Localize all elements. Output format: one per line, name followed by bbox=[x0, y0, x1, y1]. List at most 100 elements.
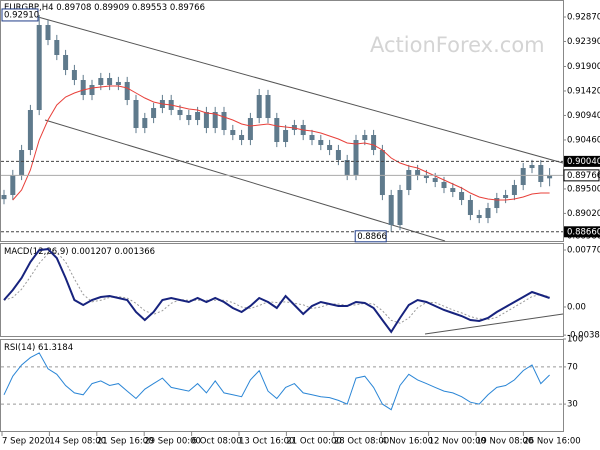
x-tick-label: 29 Sep 00:00 bbox=[144, 437, 201, 447]
rsi-panel bbox=[0, 339, 564, 432]
candle-body bbox=[415, 170, 421, 176]
candle-body bbox=[485, 208, 491, 219]
candle-body bbox=[230, 130, 236, 136]
candle-body bbox=[36, 25, 42, 111]
ohlc-open: 0.89708 bbox=[56, 3, 91, 13]
price-tick-label: 0.90940 bbox=[567, 111, 600, 121]
candle-body bbox=[335, 150, 341, 161]
candle-body bbox=[71, 70, 77, 81]
candle-body bbox=[388, 195, 394, 226]
macd-panel bbox=[0, 243, 564, 337]
candle-body bbox=[247, 118, 253, 141]
last-price-tag bbox=[563, 169, 600, 182]
symbol: EURGBP,H4 bbox=[4, 3, 54, 13]
candle-body bbox=[520, 168, 526, 186]
x-tick-label: 21 Sep 16:00 bbox=[97, 437, 154, 447]
candle-body bbox=[221, 111, 227, 131]
candle-body bbox=[318, 140, 324, 146]
macd-tick-label: 0.007704 bbox=[567, 245, 600, 255]
rsi-tick-label: 70 bbox=[567, 362, 578, 372]
candle-body bbox=[467, 200, 473, 216]
price-line-label: 0.90040 bbox=[567, 157, 600, 167]
x-tick-label: 14 Sep 08:00 bbox=[49, 437, 106, 447]
candle-body bbox=[19, 150, 25, 176]
candle-body bbox=[459, 191, 465, 201]
candle-body bbox=[538, 165, 544, 182]
candle-body bbox=[133, 100, 139, 129]
candle-body bbox=[362, 135, 368, 141]
x-tick-label: 26 Nov 16:00 bbox=[523, 437, 580, 447]
candle-body bbox=[379, 150, 385, 196]
last-price-label: 0.89766 bbox=[567, 171, 600, 181]
candle-body bbox=[476, 215, 482, 219]
candle-body bbox=[344, 160, 350, 176]
candle-body bbox=[54, 40, 60, 56]
rsi-line bbox=[3, 352, 550, 411]
candle-body bbox=[212, 111, 218, 129]
channel-upper bbox=[37, 16, 564, 164]
price-tick-label: 0.90460 bbox=[567, 135, 600, 145]
x-tick-label: 13 Oct 16:00 bbox=[239, 437, 294, 447]
signal-value: 0.001366 bbox=[115, 247, 156, 257]
watermark: ActionForex.com bbox=[370, 33, 545, 57]
moving-average bbox=[12, 85, 550, 201]
x-tick-label: 21 Oct 00:00 bbox=[286, 437, 341, 447]
candle-body bbox=[195, 111, 201, 121]
candle-body bbox=[186, 115, 192, 121]
candle-body bbox=[142, 118, 148, 129]
candle-body bbox=[203, 111, 209, 129]
candle-body bbox=[503, 195, 509, 199]
x-tick-label: 4 Nov 16:00 bbox=[381, 437, 433, 447]
price-tick-label: 0.92870 bbox=[567, 12, 600, 22]
low-annotation: 0.8866 bbox=[357, 232, 387, 242]
candle-body bbox=[511, 185, 517, 196]
candle-body bbox=[423, 175, 429, 179]
price-line-tag bbox=[564, 155, 600, 167]
candle-body bbox=[151, 108, 157, 119]
macd-line bbox=[3, 248, 550, 334]
candle-body bbox=[89, 85, 95, 96]
channel-lower bbox=[44, 119, 446, 242]
candle-body bbox=[1, 195, 7, 200]
macd-value: 0.001207 bbox=[71, 247, 112, 257]
price-line-tag bbox=[564, 226, 600, 238]
price-tick-label: 0.92390 bbox=[567, 37, 600, 47]
macd-signal bbox=[3, 251, 550, 324]
candle-body bbox=[309, 135, 315, 141]
candle-body bbox=[274, 118, 280, 142]
candle-body bbox=[397, 190, 403, 226]
candle-body bbox=[256, 95, 262, 119]
candle-body bbox=[45, 25, 51, 41]
x-tick-label: 7 Sep 2020 bbox=[2, 437, 50, 447]
price-tick-label: 0.89500 bbox=[567, 184, 600, 194]
candle-body bbox=[124, 81, 130, 101]
candle-body bbox=[494, 198, 500, 209]
candle-body bbox=[432, 178, 438, 182]
price-tick-label: 0.89020 bbox=[567, 209, 600, 219]
candle-body bbox=[27, 110, 33, 151]
ohlc-low: 0.89553 bbox=[132, 3, 167, 13]
high-annotation: 0.92910 bbox=[4, 10, 39, 20]
candle-body bbox=[441, 181, 447, 189]
candle-body bbox=[265, 95, 271, 119]
macd-trendline bbox=[424, 313, 564, 335]
ohlc-high: 0.89909 bbox=[94, 3, 129, 13]
price-panel bbox=[0, 0, 564, 242]
x-tick-label: 6 Oct 08:00 bbox=[192, 437, 242, 447]
macd-name: MACD(12,26,9) bbox=[4, 247, 69, 257]
high-annotation-box bbox=[1, 8, 39, 22]
rsi-name: RSI(14) bbox=[4, 343, 35, 353]
macd-label: MACD(12,26,9) 0.001207 0.001366 bbox=[4, 247, 155, 257]
candle-body bbox=[371, 135, 377, 151]
x-tick-label: 28 Oct 08:00 bbox=[334, 437, 389, 447]
macd-tick-label: 0.00 bbox=[567, 302, 586, 312]
price-tick-label: 0.91900 bbox=[567, 62, 600, 72]
candle-body bbox=[547, 175, 553, 179]
x-tick-label: 12 Nov 00:00 bbox=[429, 437, 486, 447]
candle-body bbox=[239, 135, 245, 141]
candle-body bbox=[107, 78, 113, 86]
candle-body bbox=[406, 170, 412, 191]
candle-body bbox=[353, 140, 359, 176]
candle-body bbox=[10, 175, 16, 196]
